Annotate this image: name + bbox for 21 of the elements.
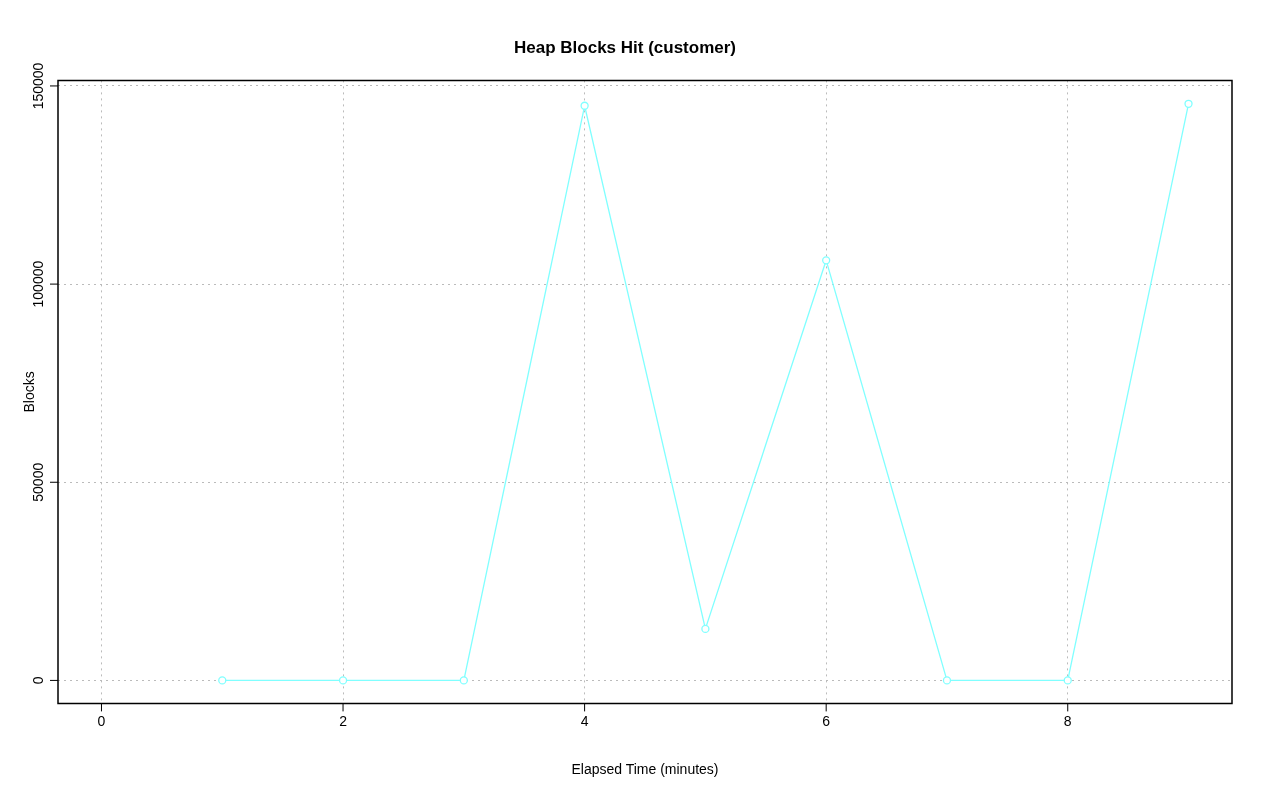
point (580, 101, 589, 110)
point (218, 676, 227, 685)
point (338, 676, 348, 685)
x-tick-label: 4 (580, 712, 589, 729)
chart-title: Heap Blocks Hit (customer) (514, 37, 736, 57)
y-tick-label: 0 (29, 676, 46, 685)
point (701, 624, 710, 634)
x-tick-label: 6 (822, 712, 831, 729)
point (1063, 676, 1072, 685)
point (822, 256, 831, 265)
point (459, 676, 468, 685)
x-tick-label: 0 (97, 712, 106, 729)
y-tick-label: 150000 (29, 62, 46, 110)
x-tick-label: 2 (339, 712, 348, 729)
y-tick-label: 50000 (29, 462, 46, 502)
x-tick-label: 8 (1063, 712, 1072, 729)
point (942, 676, 952, 685)
point (1184, 99, 1193, 108)
y-tick-label: 100000 (29, 260, 46, 308)
y-axis-title: Blocks (21, 371, 38, 413)
x-axis-title: Elapsed Time (minutes) (571, 761, 719, 778)
